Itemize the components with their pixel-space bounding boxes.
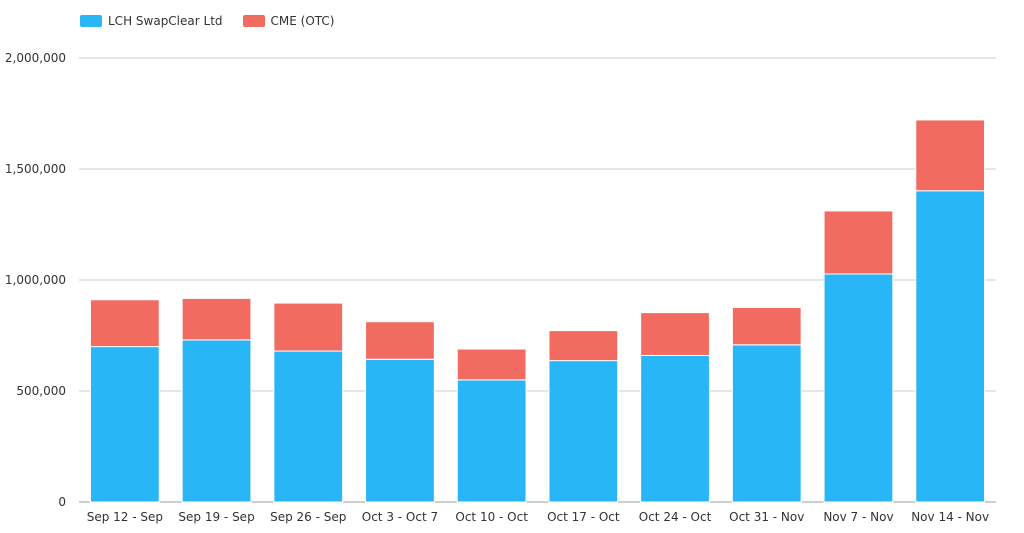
bar-cme-otc xyxy=(823,210,894,275)
x-tick-label: Nov 7 - Nov xyxy=(823,510,893,524)
bar-lch-swapclear xyxy=(365,358,435,503)
bar-cme-otc xyxy=(456,348,527,381)
bar-cme-otc xyxy=(915,119,986,192)
bar-lch-swapclear xyxy=(640,354,710,503)
x-tick-label: Oct 17 - Oct xyxy=(547,510,620,524)
bar-lch-swapclear xyxy=(915,190,986,503)
y-tick-label: 2,000,000 xyxy=(5,51,66,65)
bar-cme-otc xyxy=(273,302,344,352)
bar-cme-otc xyxy=(548,330,619,362)
y-tick-label: 0 xyxy=(58,495,66,509)
bar-lch-swapclear xyxy=(273,350,344,503)
bar-lch-swapclear xyxy=(548,360,619,503)
bar-cme-otc xyxy=(89,299,160,348)
x-tick-label: Nov 14 - Nov xyxy=(911,510,989,524)
bar-cme-otc xyxy=(365,321,435,360)
legend-swatch-cme xyxy=(242,15,265,27)
y-tick-label: 1,500,000 xyxy=(5,162,66,176)
x-tick-label: Oct 24 - Oct xyxy=(639,510,712,524)
bar-cme-otc xyxy=(181,297,252,341)
x-tick-label: Sep 19 - Sep xyxy=(178,510,254,524)
x-tick-label: Oct 3 - Oct 7 xyxy=(362,510,438,524)
legend-swatch-lch xyxy=(80,15,102,27)
x-tick-label: Sep 12 - Sep xyxy=(87,510,163,524)
y-tick-label: 1,000,000 xyxy=(5,273,66,287)
bar-lch-swapclear xyxy=(181,339,252,503)
legend-item-cme[interactable]: CME (OTC) xyxy=(242,14,335,28)
bar-lch-swapclear xyxy=(731,344,802,503)
bar-cme-otc xyxy=(731,307,802,346)
bar-cme-otc xyxy=(640,312,710,356)
legend-item-lch[interactable]: LCH SwapClear Ltd xyxy=(80,14,223,28)
bar-lch-swapclear xyxy=(823,273,894,503)
bar-lch-swapclear xyxy=(456,379,527,503)
y-tick-label: 500,000 xyxy=(16,384,66,398)
legend-label-cme: CME (OTC) xyxy=(270,14,335,28)
bar-lch-swapclear xyxy=(89,346,160,503)
legend-label-lch: LCH SwapClear Ltd xyxy=(108,14,223,28)
x-tick-label: Oct 31 - Nov xyxy=(729,510,804,524)
x-tick-label: Sep 26 - Sep xyxy=(270,510,346,524)
chart-legend: LCH SwapClear Ltd CME (OTC) xyxy=(80,14,334,28)
x-tick-label: Oct 10 - Oct xyxy=(455,510,528,524)
